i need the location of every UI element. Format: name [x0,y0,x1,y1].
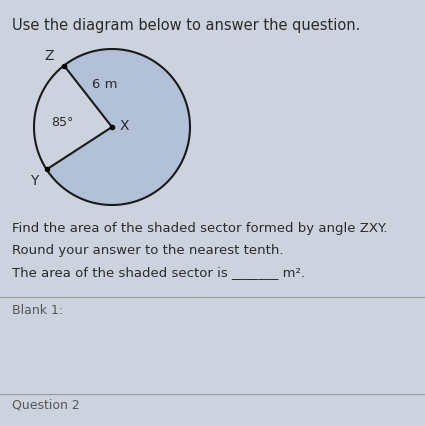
Polygon shape [47,50,190,205]
Text: X: X [120,119,130,132]
Text: Use the diagram below to answer the question.: Use the diagram below to answer the ques… [12,18,360,33]
Text: Z: Z [45,49,54,62]
Text: Blank 1:: Blank 1: [12,303,63,316]
Text: Find the area of the shaded sector formed by angle ZXY.: Find the area of the shaded sector forme… [12,222,388,234]
Text: Question 2: Question 2 [12,398,80,411]
Text: Round your answer to the nearest tenth.: Round your answer to the nearest tenth. [12,243,283,256]
Text: 6 m: 6 m [92,78,117,91]
Text: Y: Y [30,174,39,188]
Text: The area of the shaded sector is _______ m².: The area of the shaded sector is _______… [12,265,305,278]
Text: 85°: 85° [51,116,74,129]
